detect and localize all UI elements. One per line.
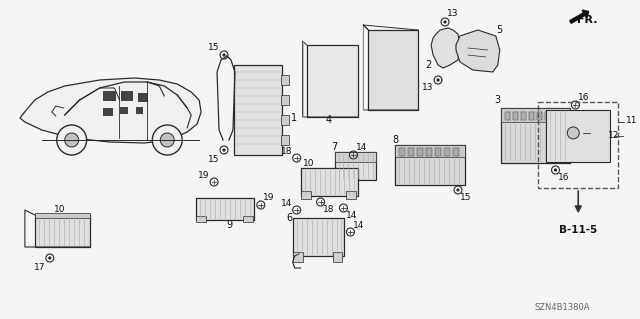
Bar bbox=[136, 107, 143, 114]
Bar bbox=[561, 112, 566, 120]
Bar bbox=[234, 65, 282, 155]
Bar bbox=[281, 75, 289, 85]
Bar bbox=[35, 213, 90, 218]
Bar bbox=[500, 108, 570, 122]
Circle shape bbox=[160, 133, 174, 147]
Text: 15: 15 bbox=[460, 194, 472, 203]
Text: B-11-5: B-11-5 bbox=[559, 225, 597, 235]
Bar bbox=[333, 252, 342, 262]
Text: 14: 14 bbox=[356, 144, 367, 152]
Bar bbox=[292, 218, 344, 256]
Circle shape bbox=[456, 189, 460, 192]
Bar bbox=[453, 148, 459, 156]
Bar bbox=[399, 148, 405, 156]
Bar bbox=[552, 112, 557, 120]
Bar bbox=[292, 252, 303, 262]
Text: 5: 5 bbox=[497, 25, 503, 35]
Circle shape bbox=[152, 125, 182, 155]
Text: 13: 13 bbox=[447, 10, 459, 19]
Bar bbox=[120, 107, 129, 114]
Text: SZN4B1380A: SZN4B1380A bbox=[535, 303, 590, 313]
Bar bbox=[301, 191, 310, 199]
Circle shape bbox=[223, 148, 226, 152]
Circle shape bbox=[57, 125, 86, 155]
Bar bbox=[122, 91, 133, 101]
Text: 3: 3 bbox=[495, 95, 501, 105]
Polygon shape bbox=[431, 28, 460, 68]
Circle shape bbox=[436, 78, 440, 82]
Text: 16: 16 bbox=[578, 93, 589, 102]
Circle shape bbox=[65, 133, 79, 147]
Text: 12: 12 bbox=[608, 131, 620, 140]
Bar bbox=[500, 108, 570, 163]
Bar bbox=[301, 168, 358, 196]
Bar bbox=[243, 216, 253, 222]
Bar bbox=[396, 145, 465, 157]
Text: 13: 13 bbox=[422, 84, 434, 93]
Text: 14: 14 bbox=[281, 198, 292, 207]
Bar bbox=[521, 112, 525, 120]
Bar bbox=[196, 216, 206, 222]
Bar bbox=[196, 198, 254, 220]
Text: 14: 14 bbox=[346, 211, 357, 220]
Bar bbox=[435, 148, 441, 156]
Text: 16: 16 bbox=[557, 174, 569, 182]
Text: 9: 9 bbox=[226, 220, 232, 230]
Bar bbox=[281, 95, 289, 105]
Bar bbox=[102, 108, 113, 116]
Text: 19: 19 bbox=[198, 170, 210, 180]
Text: 17: 17 bbox=[34, 263, 45, 272]
Text: 2: 2 bbox=[425, 60, 431, 70]
Bar bbox=[545, 112, 550, 120]
Circle shape bbox=[444, 20, 447, 24]
Text: 18: 18 bbox=[281, 147, 292, 157]
Text: 10: 10 bbox=[54, 205, 65, 214]
Bar bbox=[513, 112, 518, 120]
Bar bbox=[529, 112, 534, 120]
Bar bbox=[281, 115, 289, 125]
Bar bbox=[281, 135, 289, 145]
Text: 18: 18 bbox=[323, 205, 334, 214]
Text: 8: 8 bbox=[392, 135, 398, 145]
Bar bbox=[538, 102, 618, 188]
Bar bbox=[307, 45, 358, 117]
Text: 10: 10 bbox=[303, 159, 314, 167]
Text: 19: 19 bbox=[263, 194, 275, 203]
Text: 7: 7 bbox=[332, 142, 338, 152]
Bar bbox=[138, 93, 148, 101]
FancyArrow shape bbox=[570, 10, 589, 23]
Circle shape bbox=[223, 53, 226, 56]
Bar bbox=[408, 148, 414, 156]
Bar bbox=[426, 148, 432, 156]
Bar bbox=[417, 148, 423, 156]
Text: 6: 6 bbox=[287, 213, 292, 223]
Bar bbox=[35, 215, 90, 247]
Bar bbox=[505, 112, 509, 120]
Circle shape bbox=[554, 168, 557, 172]
Polygon shape bbox=[456, 30, 500, 72]
Bar bbox=[335, 152, 376, 162]
Bar bbox=[444, 148, 450, 156]
Text: FR.: FR. bbox=[577, 15, 598, 25]
Text: 1: 1 bbox=[291, 113, 297, 123]
Bar bbox=[396, 145, 465, 185]
Bar bbox=[547, 110, 610, 162]
Polygon shape bbox=[20, 78, 201, 143]
Text: 15: 15 bbox=[208, 154, 220, 164]
Text: 4: 4 bbox=[326, 115, 332, 125]
Bar bbox=[536, 112, 541, 120]
Bar bbox=[369, 30, 418, 110]
Circle shape bbox=[48, 256, 51, 260]
Bar bbox=[102, 91, 116, 101]
Text: 11: 11 bbox=[626, 115, 637, 125]
Bar bbox=[335, 152, 376, 180]
Bar bbox=[346, 191, 356, 199]
Text: 14: 14 bbox=[353, 220, 364, 229]
Circle shape bbox=[567, 127, 579, 139]
Text: 15: 15 bbox=[208, 42, 220, 51]
